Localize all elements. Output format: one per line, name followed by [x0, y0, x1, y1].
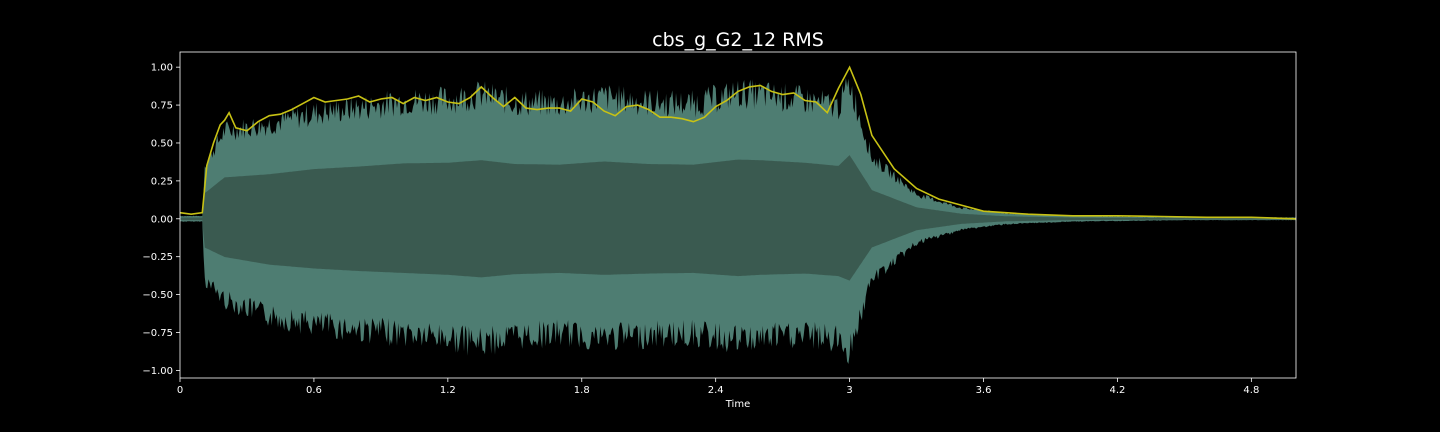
x-tick-label: 4.8 [1243, 385, 1259, 396]
y-tick-label: −0.50 [142, 290, 173, 301]
y-tick-label: −0.75 [142, 328, 173, 339]
y-tick-label: 0.50 [151, 138, 173, 149]
x-axis: 0 0.6 1.2 1.8 2.4 3 3.6 4.2 4.8 [177, 378, 1259, 396]
chart-title: cbs_g_G2_12 RMS [652, 29, 824, 51]
x-tick-label: 3.6 [976, 385, 992, 396]
y-tick-label: 0.25 [151, 176, 173, 187]
y-axis: 1.00 0.75 0.50 0.25 0.00 −0.25 −0.50 −0.75 −1.00 [142, 63, 180, 377]
x-tick-label: 0 [177, 385, 183, 396]
plot-frame [179, 51, 1297, 379]
y-tick-label: 0.00 [151, 214, 173, 225]
x-tick-label: 0.6 [306, 385, 322, 396]
rms-line [179, 65, 1297, 220]
y-tick-label: −1.00 [142, 366, 173, 377]
y-tick-label: 0.75 [151, 101, 173, 112]
y-tick-label: −0.25 [142, 252, 173, 263]
x-tick-label: 1.8 [574, 385, 590, 396]
x-axis-label: Time [725, 399, 750, 410]
x-tick-label: 4.2 [1109, 385, 1125, 396]
x-tick-label: 2.4 [708, 385, 724, 396]
x-tick-label: 1.2 [440, 385, 456, 396]
plot-area [179, 65, 1297, 364]
y-tick-label: 1.00 [151, 63, 173, 74]
waveform-core [180, 155, 1296, 281]
x-tick-label: 3 [846, 385, 852, 396]
